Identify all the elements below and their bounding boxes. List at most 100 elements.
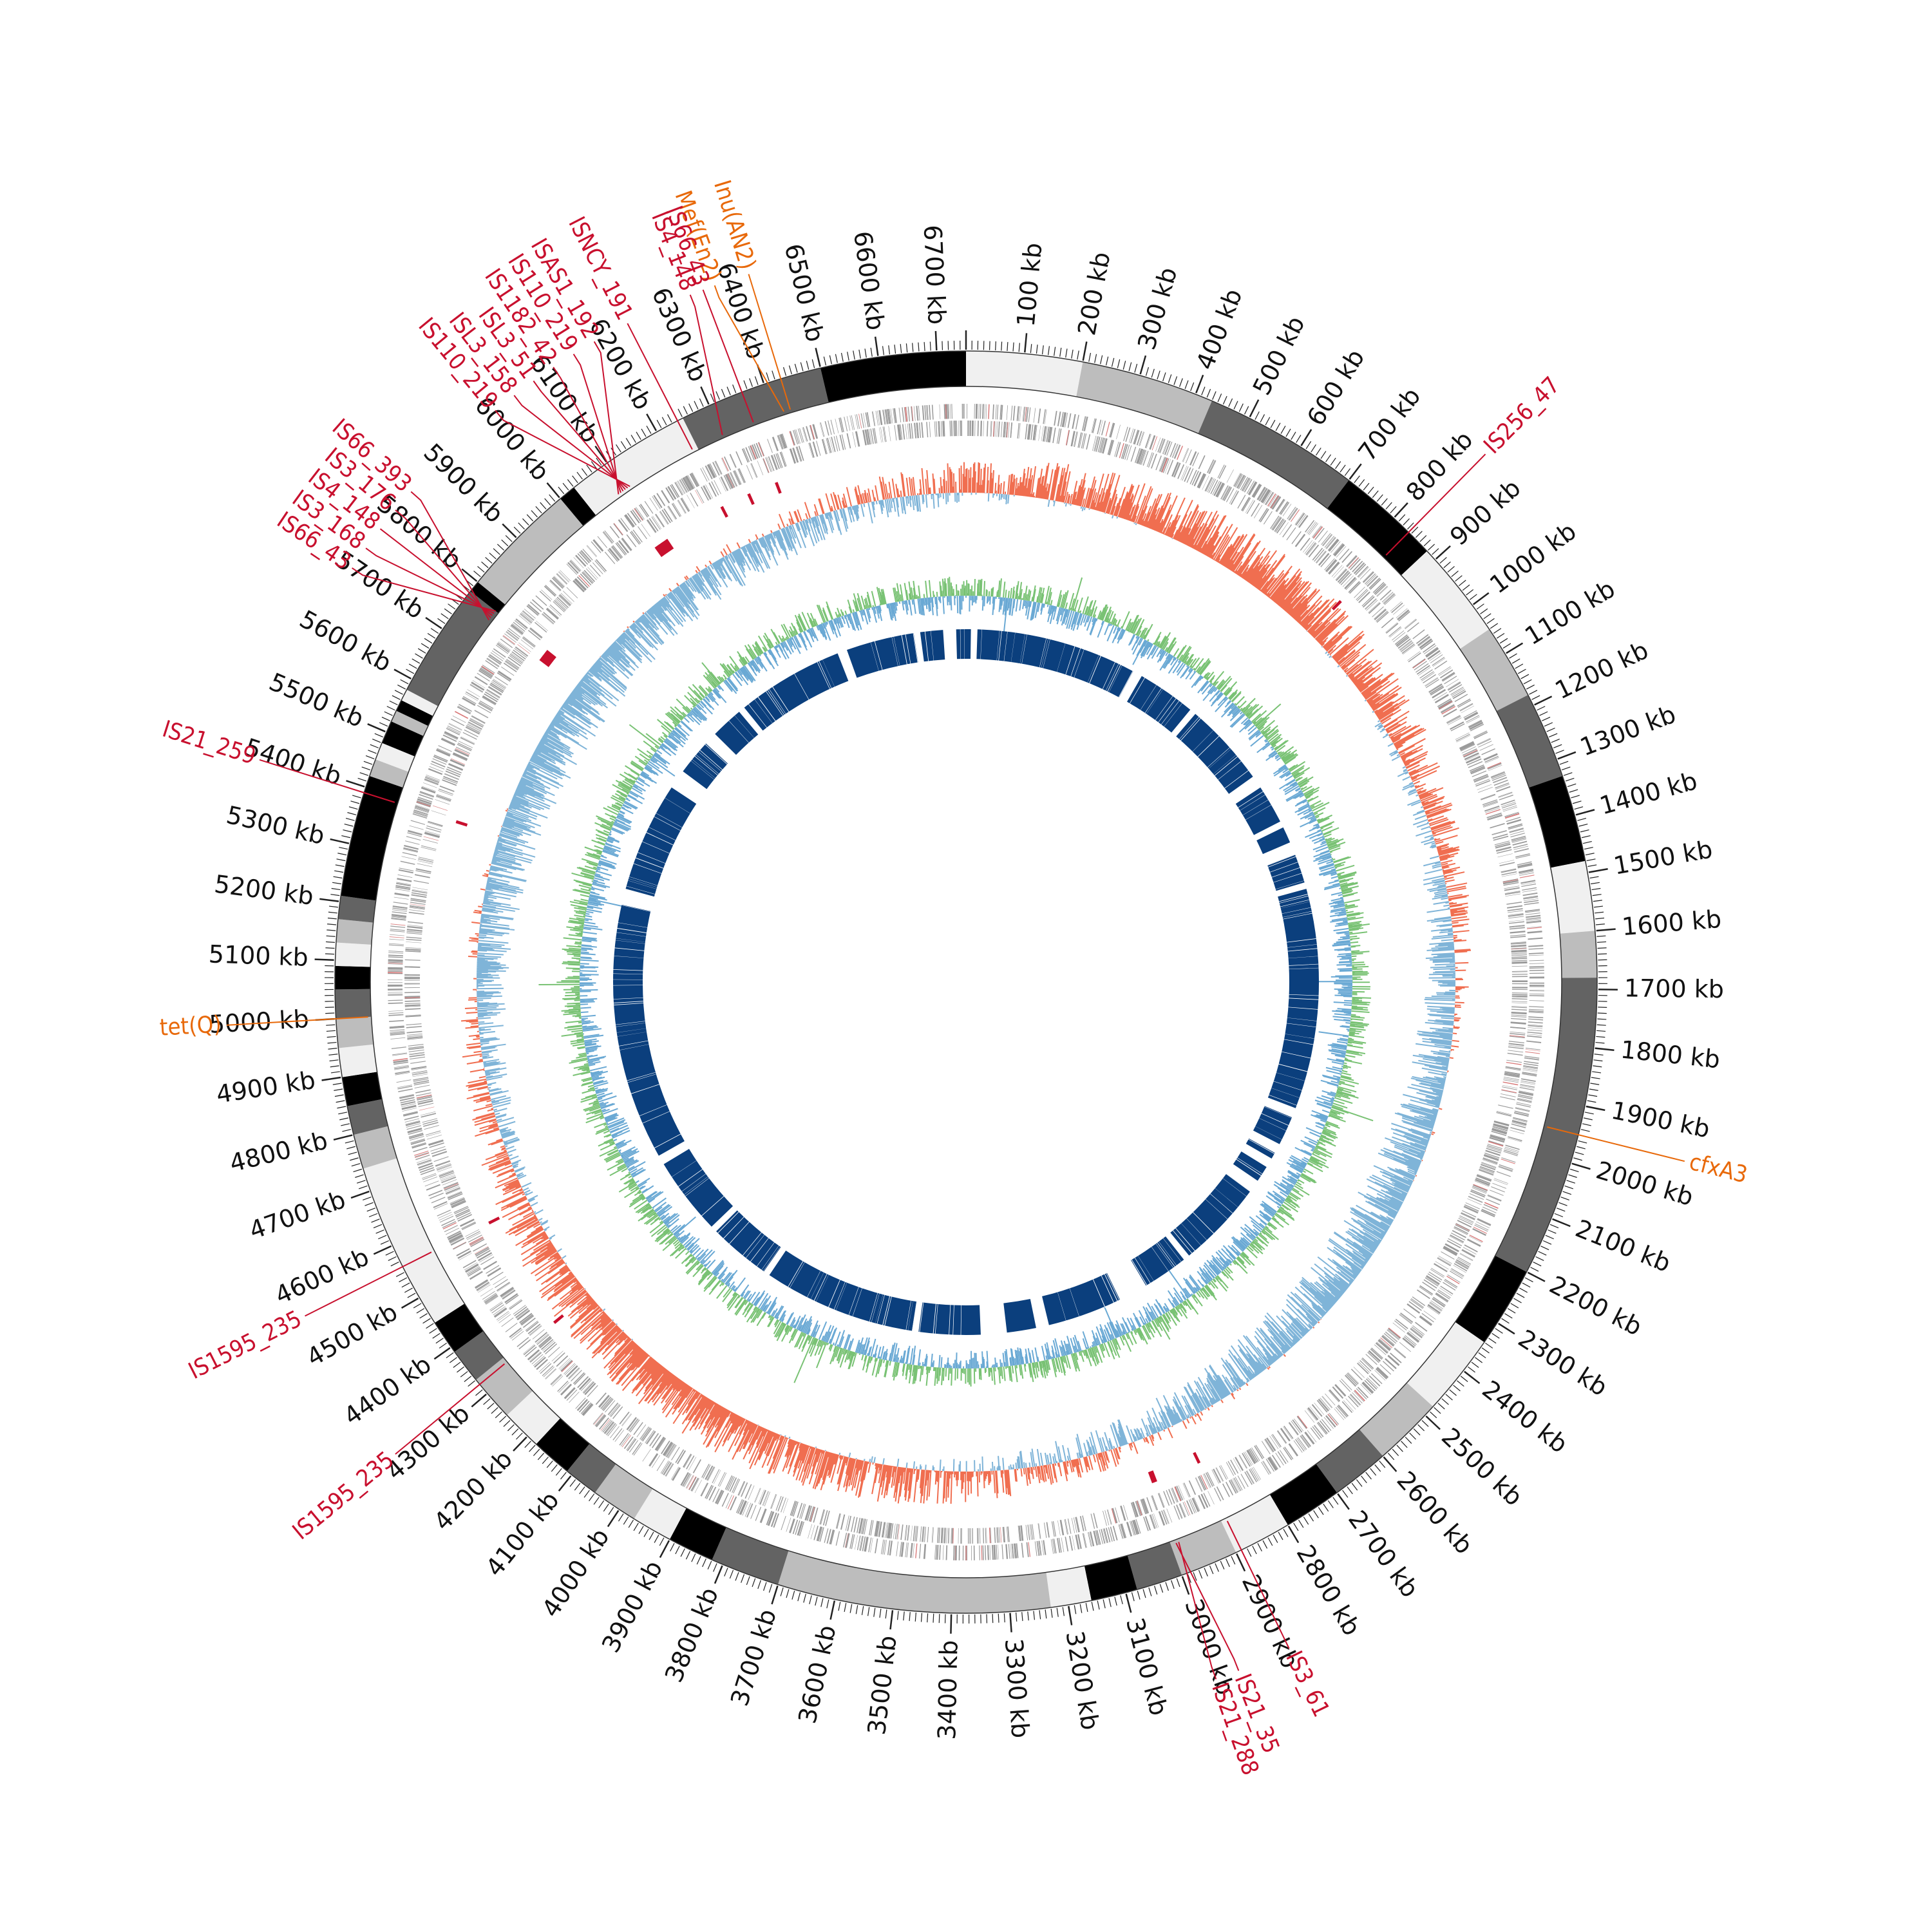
cds-feature [441, 1177, 457, 1184]
cds-feature [417, 863, 433, 867]
cds-feature [835, 1513, 840, 1529]
cds-feature [1510, 1027, 1526, 1029]
cds-feature [1124, 444, 1130, 460]
major-tick [1383, 1456, 1397, 1472]
cds-feature [442, 1222, 457, 1230]
minor-tick [1515, 663, 1524, 669]
minor-tick [1278, 1531, 1283, 1540]
cds-feature [1242, 478, 1251, 492]
cds-feature [683, 1473, 691, 1487]
cds-feature [680, 1472, 688, 1486]
minor-tick [339, 1117, 349, 1121]
scale-tick-label: 5200 kb [213, 869, 315, 910]
cds-feature [1503, 1079, 1519, 1083]
minor-tick [361, 766, 371, 771]
cds-feature [416, 1158, 431, 1163]
cds-feature [898, 407, 902, 422]
cds-feature [428, 1189, 443, 1197]
cds-feature [875, 1539, 878, 1553]
minor-tick [378, 1235, 387, 1240]
cds-feature [426, 1132, 441, 1137]
contig-segment [507, 1390, 560, 1444]
cds-feature [451, 718, 465, 726]
cds-feature [990, 421, 992, 437]
cds-feature [417, 799, 432, 805]
cds-feature [1362, 571, 1374, 583]
cds-feature [1457, 1256, 1472, 1265]
cds-feature [958, 1528, 959, 1544]
cds-feature [1385, 1358, 1397, 1369]
cds-feature [637, 526, 647, 540]
cds-feature [404, 1005, 421, 1007]
cds-feature [1488, 1141, 1504, 1147]
minor-tick [1587, 864, 1597, 867]
cds-feature [496, 1311, 509, 1320]
cds-feature [1472, 1228, 1486, 1236]
cds-feature [1505, 893, 1521, 896]
cds-feature [1308, 1407, 1319, 1420]
cds-feature [391, 916, 406, 919]
cds-feature [518, 1339, 531, 1350]
major-tick [1082, 341, 1088, 361]
cds-feature [1511, 1123, 1526, 1128]
cds-feature [1240, 477, 1249, 491]
homology-slit [1212, 753, 1237, 775]
minor-tick [1347, 1486, 1353, 1495]
cds-feature [663, 1441, 672, 1455]
cds-feature [1384, 594, 1396, 605]
cds-feature [470, 1238, 485, 1247]
homology-slit [1117, 670, 1134, 699]
cds-feature [1237, 1475, 1245, 1489]
homology-slit [1163, 702, 1184, 728]
contig-segment [334, 965, 371, 990]
cds-feature [1450, 687, 1464, 696]
cds-feature [415, 806, 430, 812]
annotation-leader [495, 410, 630, 488]
homology-slit [1165, 1235, 1186, 1261]
cds-feature [388, 961, 403, 963]
cds-feature [584, 1383, 596, 1395]
minor-tick [1296, 435, 1302, 443]
cds-feature [592, 1412, 603, 1425]
cds-feature [535, 1332, 547, 1343]
cds-feature [400, 860, 415, 865]
minor-tick [386, 706, 395, 711]
contig-segment [560, 487, 596, 526]
cds-feature [730, 1496, 737, 1510]
cds-feature [475, 1248, 489, 1256]
cds-feature [1339, 572, 1350, 584]
cds-feature [1479, 1168, 1494, 1175]
cds-feature [1463, 750, 1478, 758]
cds-feature [1158, 1511, 1165, 1526]
cds-feature [1198, 455, 1206, 469]
minor-tick [1589, 876, 1599, 879]
cds-feature [454, 1207, 469, 1215]
cds-feature [1328, 562, 1340, 574]
minor-tick [1582, 841, 1592, 844]
cds-feature [1508, 1043, 1524, 1046]
cds-feature [583, 1404, 594, 1416]
cds-feature [1427, 1304, 1441, 1314]
minor-tick [735, 1572, 739, 1581]
cds-feature [1182, 1483, 1189, 1498]
cds-feature [1174, 444, 1181, 459]
cds-feature [1227, 1461, 1236, 1475]
scale-tick-label: 4400 kb [339, 1350, 437, 1430]
cds-feature [1521, 884, 1537, 887]
cds-feature [740, 1501, 747, 1515]
cds-feature [1316, 1399, 1328, 1413]
cds-feature [996, 404, 999, 420]
cds-feature [1529, 972, 1544, 974]
cds-feature [996, 1527, 998, 1543]
cds-feature [1474, 777, 1489, 783]
cds-feature [1516, 1103, 1531, 1108]
cds-feature [913, 1543, 914, 1558]
cds-feature [1383, 593, 1396, 605]
cds-feature [696, 489, 705, 504]
cds-feature [998, 1544, 999, 1560]
cds-feature [490, 682, 504, 692]
cds-feature [839, 417, 843, 433]
cds-feature [414, 1084, 430, 1088]
cds-feature [1144, 433, 1151, 448]
cds-feature [829, 1530, 835, 1545]
